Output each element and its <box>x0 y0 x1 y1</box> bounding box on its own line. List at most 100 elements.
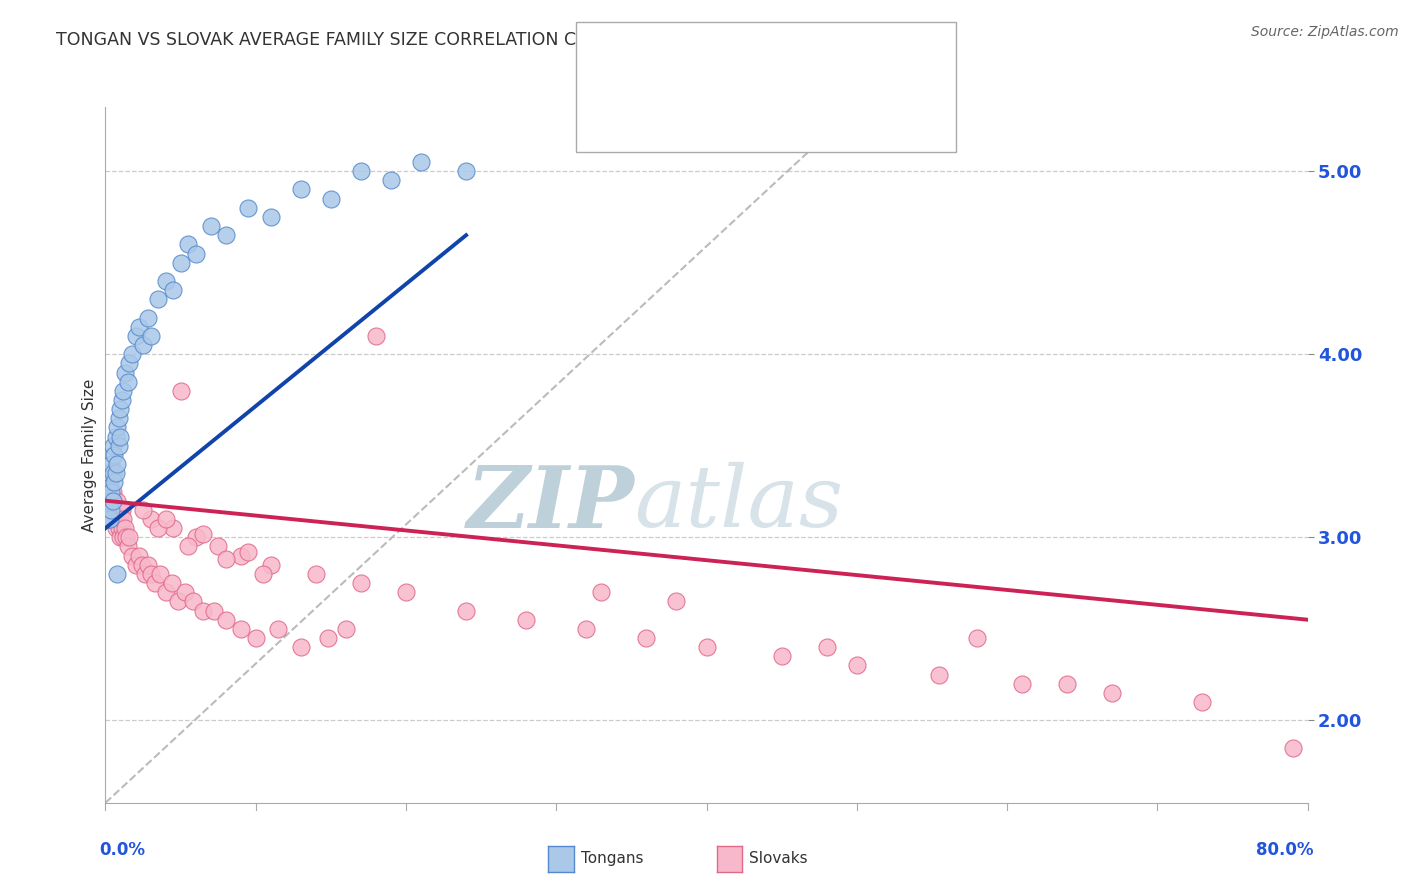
Point <box>845 658 868 673</box>
Point <box>110 402 132 417</box>
Point <box>139 329 162 343</box>
Point <box>162 283 184 297</box>
Point <box>124 329 146 343</box>
Point <box>112 512 135 526</box>
Point <box>174 585 197 599</box>
Point <box>101 493 124 508</box>
Point <box>111 503 134 517</box>
Point <box>100 493 122 508</box>
Point <box>96 475 118 490</box>
Point <box>131 558 153 572</box>
Text: N = 87: N = 87 <box>782 111 849 128</box>
Point <box>98 484 121 499</box>
Point <box>575 622 598 636</box>
Text: atlas: atlas <box>634 462 844 545</box>
Point <box>143 576 166 591</box>
Point <box>107 493 129 508</box>
Point <box>1281 740 1303 755</box>
Point <box>97 467 120 481</box>
Point <box>111 521 134 535</box>
Point <box>267 622 290 636</box>
Point <box>146 521 169 535</box>
Point <box>96 503 118 517</box>
Point <box>191 603 214 617</box>
Point <box>214 228 236 243</box>
Point <box>229 622 252 636</box>
Point <box>104 467 127 481</box>
Point <box>454 164 477 178</box>
Point <box>100 484 122 499</box>
Point <box>121 347 143 361</box>
Text: Slovaks: Slovaks <box>749 851 808 865</box>
Point <box>117 540 139 554</box>
Point <box>770 649 793 664</box>
Point <box>696 640 718 655</box>
Point <box>335 622 357 636</box>
Point <box>101 484 124 499</box>
Point <box>128 549 150 563</box>
Point <box>177 237 200 252</box>
Point <box>110 530 132 544</box>
Point <box>97 512 120 526</box>
Point <box>395 585 418 599</box>
Point <box>290 182 312 196</box>
Point <box>108 521 131 535</box>
Point <box>166 594 188 608</box>
Point <box>238 545 260 559</box>
Point <box>350 576 373 591</box>
Point <box>350 164 373 178</box>
Point <box>107 457 129 471</box>
Point <box>103 512 125 526</box>
Point <box>97 475 120 490</box>
Point <box>155 585 177 599</box>
Point <box>96 484 118 499</box>
Point <box>380 173 402 187</box>
Point <box>214 552 236 566</box>
Point <box>1056 677 1078 691</box>
Point <box>162 521 184 535</box>
Point <box>155 512 177 526</box>
Point <box>305 566 328 581</box>
Text: Source: ZipAtlas.com: Source: ZipAtlas.com <box>1251 25 1399 39</box>
Point <box>107 512 129 526</box>
Point <box>114 521 136 535</box>
Point <box>202 603 225 617</box>
Point <box>132 503 155 517</box>
Point <box>169 255 191 269</box>
Point <box>97 484 120 499</box>
Point <box>112 384 135 398</box>
Y-axis label: Average Family Size: Average Family Size <box>82 378 97 532</box>
Point <box>132 338 155 352</box>
Point <box>136 558 159 572</box>
Point <box>118 530 141 544</box>
Point <box>454 603 477 617</box>
Point <box>98 467 121 481</box>
Point <box>104 521 127 535</box>
Point <box>104 429 127 443</box>
Point <box>966 631 988 645</box>
Point <box>364 329 387 343</box>
Point <box>96 493 118 508</box>
Point <box>1011 677 1033 691</box>
Point <box>104 503 127 517</box>
Point <box>108 503 131 517</box>
Point <box>815 640 838 655</box>
Point <box>114 366 136 380</box>
Text: TONGAN VS SLOVAK AVERAGE FAMILY SIZE CORRELATION CHART: TONGAN VS SLOVAK AVERAGE FAMILY SIZE COR… <box>56 31 623 49</box>
Point <box>110 512 132 526</box>
Point <box>98 493 121 508</box>
Point <box>184 246 207 260</box>
Point <box>146 293 169 307</box>
Point <box>115 530 138 544</box>
Point <box>515 613 537 627</box>
Point <box>97 493 120 508</box>
Point <box>121 549 143 563</box>
Point <box>118 356 141 370</box>
Point <box>191 526 214 541</box>
Point <box>124 558 146 572</box>
Point <box>100 512 122 526</box>
Point <box>100 503 122 517</box>
Point <box>260 210 283 224</box>
Point <box>117 375 139 389</box>
Text: 80.0%: 80.0% <box>1256 841 1313 859</box>
